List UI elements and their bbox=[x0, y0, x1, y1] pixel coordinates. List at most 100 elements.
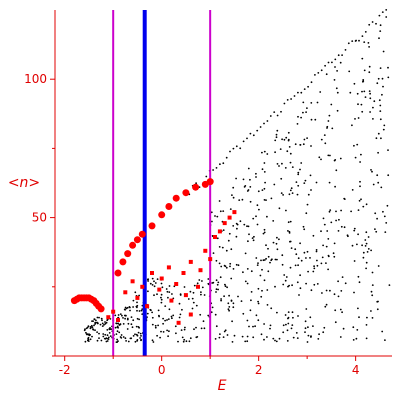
background-point bbox=[340, 290, 343, 292]
background-point bbox=[354, 118, 356, 120]
background-point bbox=[246, 225, 248, 228]
background-point bbox=[330, 221, 333, 224]
background-point bbox=[304, 179, 307, 182]
background-point bbox=[274, 339, 276, 342]
background-point bbox=[216, 237, 219, 240]
background-point bbox=[377, 181, 380, 184]
background-point bbox=[287, 138, 290, 141]
y-tick-label: 100 bbox=[24, 72, 47, 86]
background-point bbox=[138, 318, 141, 321]
background-point bbox=[379, 30, 382, 32]
background-point bbox=[218, 262, 221, 265]
background-point bbox=[89, 326, 92, 328]
background-point bbox=[160, 296, 162, 299]
background-point bbox=[189, 290, 192, 293]
background-point bbox=[124, 317, 126, 320]
background-point bbox=[379, 118, 382, 121]
background-point bbox=[304, 327, 307, 330]
background-point bbox=[296, 123, 299, 125]
background-point bbox=[276, 129, 279, 132]
data-point bbox=[217, 229, 222, 234]
data-point bbox=[166, 265, 171, 270]
background-point bbox=[339, 157, 342, 160]
background-point bbox=[151, 311, 154, 314]
background-point bbox=[167, 296, 169, 299]
background-point bbox=[303, 138, 306, 141]
background-point bbox=[291, 166, 294, 169]
background-point bbox=[239, 220, 242, 223]
background-point bbox=[230, 299, 233, 302]
background-point bbox=[252, 239, 255, 242]
background-point bbox=[303, 182, 306, 185]
background-point bbox=[166, 319, 168, 321]
background-point bbox=[356, 92, 359, 95]
background-point bbox=[250, 299, 252, 302]
background-point bbox=[96, 322, 99, 325]
background-point bbox=[132, 319, 135, 322]
background-point bbox=[358, 199, 361, 202]
data-point bbox=[165, 203, 173, 210]
background-point bbox=[343, 197, 346, 200]
background-point bbox=[363, 90, 366, 93]
background-point bbox=[160, 330, 162, 333]
background-point bbox=[132, 335, 135, 337]
background-point bbox=[347, 42, 350, 45]
background-point bbox=[295, 181, 298, 184]
background-point bbox=[225, 249, 228, 252]
background-point bbox=[331, 61, 333, 64]
background-point bbox=[330, 103, 333, 106]
background-point bbox=[216, 283, 219, 286]
background-point bbox=[114, 314, 117, 317]
background-point bbox=[232, 268, 235, 270]
background-point bbox=[381, 77, 384, 80]
x-axis-title: E bbox=[218, 378, 227, 394]
background-point bbox=[156, 293, 158, 296]
background-point bbox=[267, 270, 270, 273]
background-point bbox=[283, 102, 286, 105]
background-point bbox=[266, 153, 269, 155]
background-point bbox=[303, 251, 306, 254]
background-point bbox=[351, 244, 354, 247]
background-point bbox=[289, 152, 292, 155]
background-point bbox=[294, 248, 297, 251]
background-point bbox=[325, 289, 328, 292]
background-point bbox=[337, 295, 340, 298]
background-point bbox=[147, 280, 150, 282]
background-point bbox=[116, 326, 119, 328]
background-point bbox=[167, 318, 170, 320]
background-point bbox=[361, 110, 364, 113]
background-point bbox=[305, 111, 307, 113]
data-point bbox=[206, 178, 214, 186]
background-point bbox=[198, 279, 201, 281]
background-point bbox=[299, 287, 302, 290]
background-point bbox=[222, 336, 225, 338]
background-point bbox=[378, 99, 381, 102]
background-point bbox=[151, 323, 154, 326]
background-point bbox=[385, 16, 388, 18]
data-point bbox=[192, 183, 200, 191]
background-point bbox=[153, 285, 156, 288]
background-point bbox=[334, 58, 337, 61]
background-point bbox=[299, 274, 301, 277]
background-point bbox=[380, 137, 382, 140]
background-point bbox=[343, 226, 346, 229]
background-point bbox=[193, 328, 195, 331]
background-point bbox=[224, 329, 227, 332]
background-point bbox=[362, 80, 364, 83]
background-point bbox=[297, 257, 300, 260]
background-point bbox=[365, 337, 368, 340]
background-point bbox=[153, 294, 155, 297]
background-point bbox=[386, 204, 389, 207]
background-point bbox=[130, 323, 133, 326]
background-point bbox=[378, 14, 381, 17]
background-point bbox=[115, 341, 118, 343]
background-point bbox=[384, 231, 387, 234]
background-point bbox=[276, 236, 278, 239]
background-point bbox=[350, 210, 352, 213]
background-point bbox=[227, 239, 230, 242]
background-point bbox=[300, 162, 303, 164]
background-point bbox=[297, 171, 300, 174]
background-point bbox=[322, 331, 325, 334]
background-point bbox=[266, 215, 268, 218]
